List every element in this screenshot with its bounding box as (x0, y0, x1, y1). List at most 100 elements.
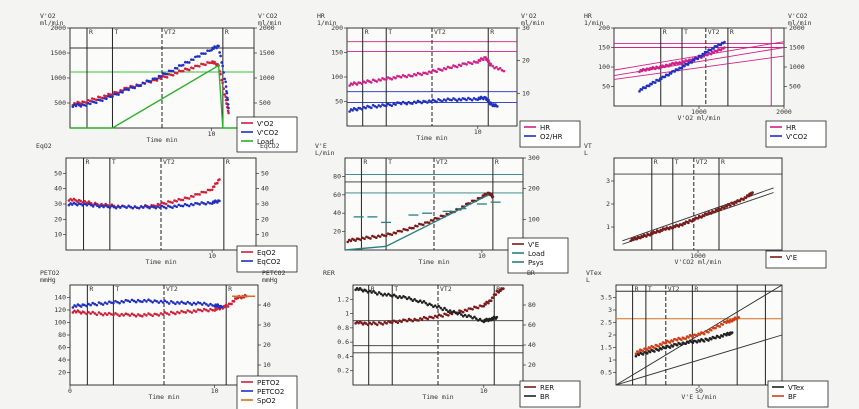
threshold-label: VT2 (163, 158, 175, 166)
data-point (131, 206, 135, 210)
y-tick-left-label: 20 (58, 369, 66, 377)
data-point (406, 228, 409, 232)
data-point (114, 311, 117, 315)
data-point (134, 300, 138, 304)
data-point (660, 77, 663, 81)
data-point (487, 319, 490, 323)
data-point (207, 309, 210, 313)
data-point (86, 98, 90, 102)
data-point (112, 205, 116, 209)
data-point (196, 308, 200, 311)
data-point (692, 59, 696, 62)
data-point (476, 319, 480, 322)
data-point (196, 64, 199, 68)
data-point (220, 61, 223, 64)
data-point (151, 314, 154, 318)
data-point (171, 311, 175, 315)
data-point (424, 301, 428, 305)
data-point (200, 190, 204, 194)
data-point (390, 104, 394, 108)
data-point (159, 77, 163, 80)
data-point (85, 203, 89, 207)
data-point (130, 298, 134, 302)
data-point (101, 99, 104, 103)
data-point (629, 239, 633, 243)
data-point (470, 199, 474, 203)
data-point (388, 232, 392, 236)
data-point (702, 55, 706, 58)
data-point (122, 314, 126, 317)
threshold-label: T (114, 28, 118, 36)
data-point (147, 312, 150, 315)
data-point (691, 335, 695, 339)
data-point (707, 339, 710, 342)
y-tick-right-label: 60 (528, 321, 536, 329)
data-point (355, 83, 359, 86)
data-point (730, 319, 734, 323)
threshold-label: VT2 (164, 28, 176, 36)
legend-entry: HR (540, 124, 550, 132)
data-point (400, 296, 403, 300)
data-point (232, 300, 236, 303)
data-point (159, 312, 163, 315)
data-point (673, 225, 677, 229)
y-tick-left-label: 20 (54, 215, 62, 223)
y-tick-left-label: 200 (331, 24, 343, 32)
data-point (176, 310, 179, 314)
data-point (427, 221, 431, 225)
data-point (177, 69, 181, 73)
data-point (348, 84, 351, 87)
data-point (179, 69, 183, 73)
y-axis-right-label: BR (527, 269, 535, 277)
data-point (730, 331, 734, 334)
threshold-label: T (388, 28, 392, 36)
data-point (87, 200, 91, 203)
data-point (173, 199, 176, 202)
data-point (458, 311, 461, 315)
x-tick-label: 10 (480, 387, 488, 395)
data-point (390, 321, 394, 325)
data-point (487, 301, 490, 305)
data-point (206, 201, 210, 204)
data-point (156, 205, 160, 208)
y-tick-right-label: 2000 (259, 24, 275, 32)
series-line (344, 194, 490, 251)
data-point (502, 287, 505, 290)
data-point (429, 218, 433, 222)
data-point (404, 228, 407, 231)
data-point (751, 191, 754, 194)
data-point (223, 77, 226, 81)
data-point (394, 231, 398, 235)
data-point (116, 205, 120, 208)
data-point (114, 299, 117, 303)
data-point (143, 82, 147, 85)
data-point (732, 318, 736, 322)
x-tick-label: 1000 (691, 108, 707, 116)
threshold-label: R (730, 28, 734, 36)
series-rer (354, 287, 505, 327)
threshold-label: T (394, 285, 398, 293)
data-point (121, 91, 124, 94)
data-point (208, 61, 211, 65)
data-point (396, 296, 400, 300)
legend-box (519, 380, 581, 408)
data-point (136, 313, 140, 316)
data-point (220, 78, 223, 82)
data-point (222, 87, 225, 91)
y-tick-left-label: 1.5 (600, 344, 612, 352)
threshold-label: R (721, 158, 725, 166)
y-tick-left-label: 20 (333, 228, 341, 236)
data-point (411, 102, 414, 105)
data-point (158, 203, 162, 207)
data-point (161, 72, 165, 75)
data-point (650, 82, 653, 86)
x-axis-label: V'CO2 ml/min (675, 258, 722, 266)
data-point (202, 190, 206, 194)
data-point (126, 299, 130, 302)
y-axis-left-label: PETO2 (40, 269, 60, 277)
data-point (139, 205, 143, 208)
data-point (429, 71, 433, 74)
data-point (186, 300, 190, 304)
